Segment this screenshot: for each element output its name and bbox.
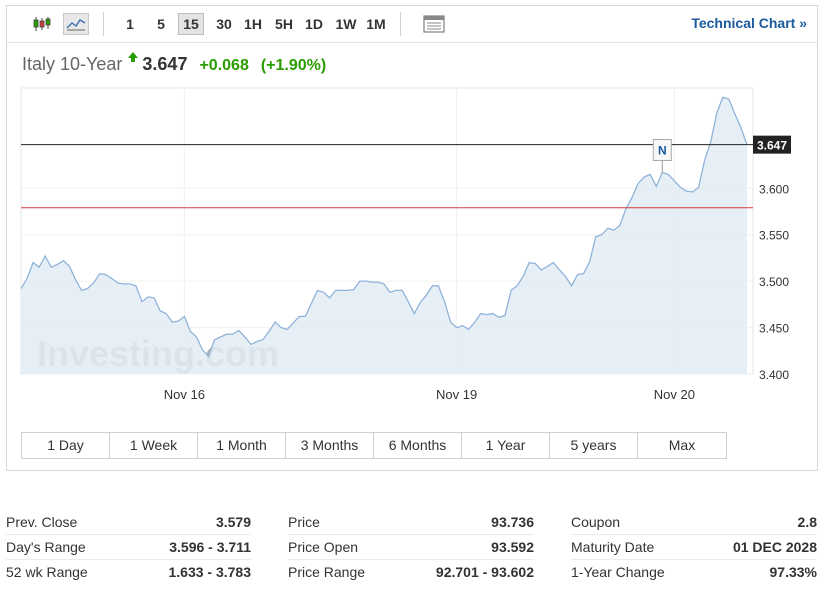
table-view-icon[interactable]: [421, 13, 447, 35]
instrument-name: Italy 10-Year: [22, 54, 123, 74]
up-arrow-icon: [128, 52, 139, 62]
stat-label: Maturity Date: [571, 539, 655, 555]
y-tick-label: 3.550: [759, 229, 789, 243]
interval-1d[interactable]: 1D: [305, 16, 323, 32]
stat-label: Coupon: [571, 514, 621, 530]
stat-label: Price Open: [288, 539, 359, 555]
y-tick-label: 3.450: [759, 322, 789, 336]
price-chart[interactable]: 3.600 3.550 3.500 3.450 3.400 Nov 16 Nov 19 Nov…: [7, 6, 819, 426]
stat-label: Prev. Close: [6, 514, 78, 530]
x-tick-label: Nov 20: [654, 387, 695, 402]
last-price-tag: 3.647: [757, 139, 787, 153]
y-tick-label: 3.600: [759, 182, 789, 196]
stat-value: 01 DEC 2028: [732, 539, 817, 555]
stat-label: 1-Year Change: [571, 564, 665, 580]
stat-row: 1-Year Change 97.33%: [571, 560, 817, 585]
stat-row: Prev. Close 3.579: [6, 510, 251, 535]
stat-label: 52 wk Range: [6, 564, 88, 580]
candlestick-icon[interactable]: [29, 13, 55, 35]
interval-1m[interactable]: 1M: [366, 16, 386, 32]
interval-5h[interactable]: 5H: [275, 16, 293, 32]
interval-1h[interactable]: 1H: [244, 16, 262, 32]
range-1-month[interactable]: 1 Month: [198, 433, 286, 458]
stat-row: Day's Range 3.596 - 3.711: [6, 535, 251, 560]
stat-row: Price Open 93.592: [288, 535, 534, 560]
range-1-day[interactable]: 1 Day: [22, 433, 110, 458]
stat-label: Price Range: [288, 564, 366, 580]
quote-stats-col-3: Coupon 2.8 Maturity Date 01 DEC 2028 1-Year …: [571, 510, 817, 585]
interval-1[interactable]: 1: [126, 16, 134, 32]
range-max[interactable]: Max: [668, 437, 696, 453]
range-6-months[interactable]: 6 Months: [374, 433, 462, 458]
interval-5[interactable]: 5: [157, 16, 165, 32]
range-3-months[interactable]: 3 Months: [286, 433, 374, 458]
news-marker[interactable]: [652, 139, 672, 161]
chart-panel: 1 5 15 30 1H 5H 1D 1W 1M Technical Chart » Italy…: [6, 5, 818, 471]
stat-value: 93.592: [491, 539, 534, 555]
quote-stats-col-1: Prev. Close 3.579 Day's Range 3.596 - 3.711…: [6, 510, 251, 585]
stat-value: 97.33%: [769, 564, 817, 580]
x-tick-label: Nov 19: [436, 387, 477, 402]
price-change: +0.068: [199, 57, 249, 74]
stat-row: Coupon 2.8: [571, 510, 817, 535]
range-1-year[interactable]: 1 Year: [462, 433, 550, 458]
news-marker-label: N: [658, 144, 667, 158]
toolbar-separator: [400, 12, 401, 36]
stat-value: 92.701 - 93.602: [435, 564, 534, 580]
y-tick-label: 3.400: [759, 368, 789, 382]
quote-header: Italy 10-Year 3.647 +0.068 (+1.90%): [22, 52, 327, 78]
quote-stats-col-2: Price 93.736 Price Open 93.592 Price Range 92…: [288, 510, 534, 585]
y-tick-label: 3.500: [759, 275, 789, 289]
technical-chart-link[interactable]: Technical Chart »: [691, 15, 807, 31]
stat-value: 1.633 - 3.783: [168, 564, 251, 580]
x-tick-label: Nov 16: [164, 387, 205, 402]
stat-value: 2.8: [797, 514, 817, 530]
stat-row: Price Range 92.701 - 93.602: [288, 560, 534, 585]
stat-row: Maturity Date 01 DEC 2028: [571, 535, 817, 560]
range-selector: 1 Day 1 Week 1 Month 3 Months 6 Months 1 Year…: [21, 432, 727, 459]
area-chart-icon[interactable]: [63, 13, 89, 35]
price-change-percent: (+1.90%): [260, 57, 327, 74]
series-line: [20, 96, 748, 358]
stat-value: 3.579: [215, 514, 251, 530]
stat-label: Day's Range: [6, 539, 86, 555]
last-price-tag-bg: [753, 135, 791, 154]
stat-value: 3.596 - 3.711: [169, 539, 251, 555]
series-area-fill: [21, 97, 747, 375]
stat-label: Price: [288, 514, 320, 530]
stat-row: 52 wk Range 1.633 - 3.783: [6, 560, 251, 585]
interval-1w[interactable]: 1W: [335, 16, 357, 32]
range-1-week[interactable]: 1 Week: [110, 433, 198, 458]
chart-toolbar: 1 5 15 30 1H 5H 1D 1W 1M Technical Chart »: [7, 6, 817, 43]
interval-30[interactable]: 30: [216, 16, 232, 32]
interval-15[interactable]: 15: [178, 13, 204, 35]
stat-row: Price 93.736: [288, 510, 534, 535]
stat-value: 93.736: [491, 514, 534, 530]
range-5-years[interactable]: 5 years: [550, 433, 638, 458]
last-price: 3.647: [142, 54, 188, 74]
toolbar-separator: [103, 12, 104, 36]
